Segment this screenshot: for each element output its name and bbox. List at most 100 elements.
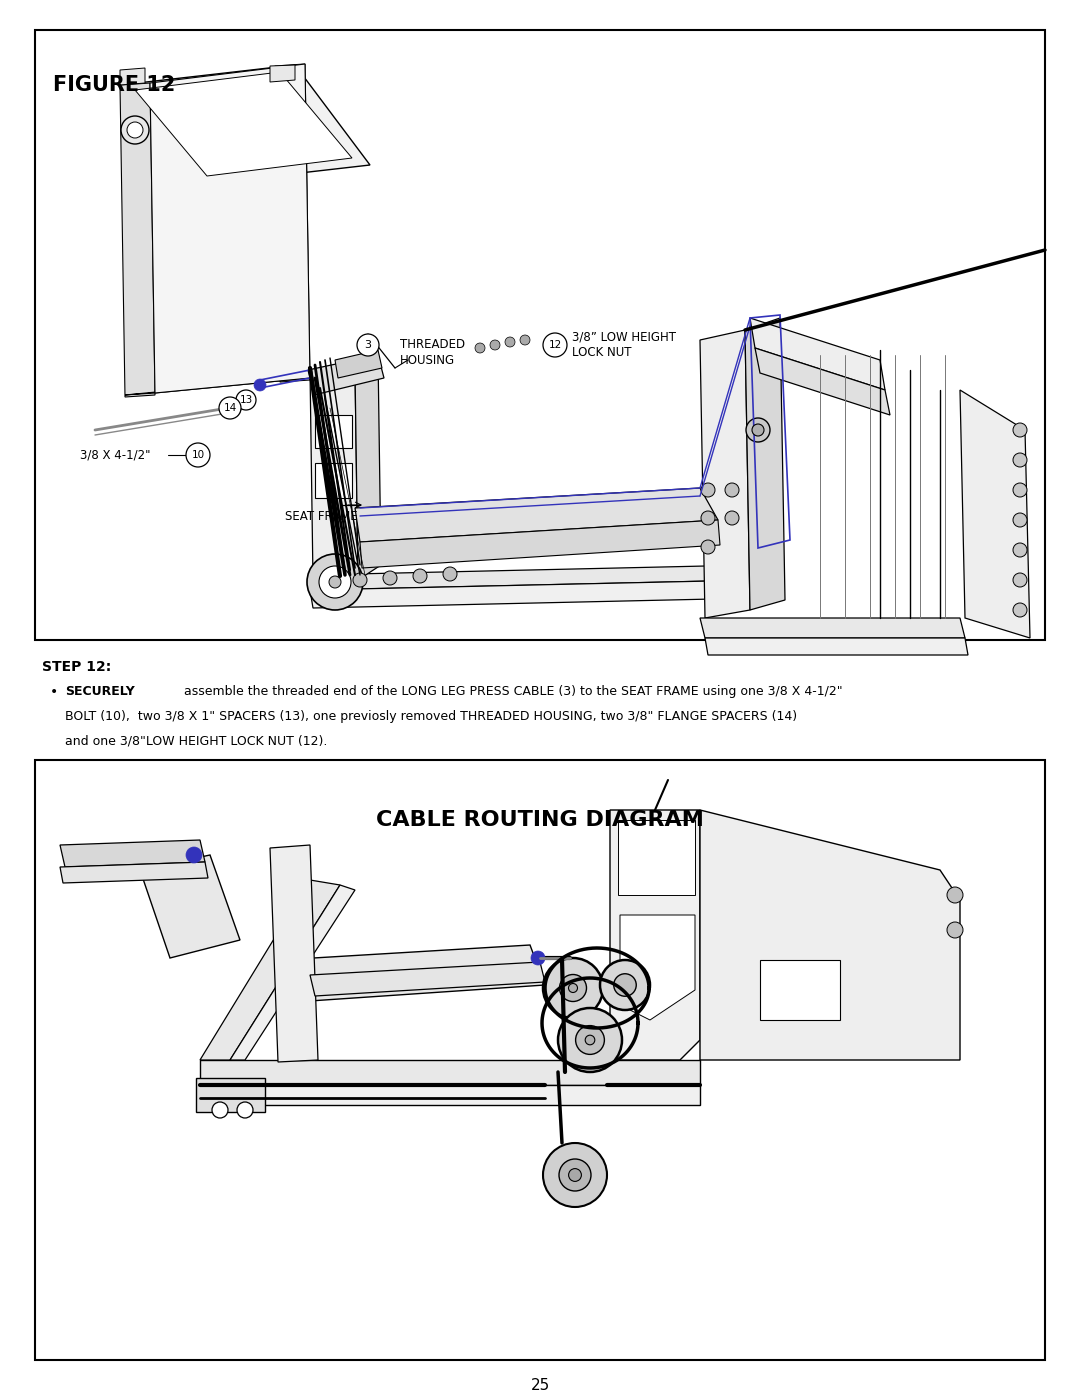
- Polygon shape: [755, 348, 890, 415]
- Polygon shape: [120, 66, 370, 184]
- Circle shape: [543, 1143, 607, 1207]
- Text: 10: 10: [191, 450, 204, 460]
- Text: and one 3/8"LOW HEIGHT LOCK NUT (12).: and one 3/8"LOW HEIGHT LOCK NUT (12).: [65, 735, 327, 747]
- Polygon shape: [610, 810, 700, 1060]
- Polygon shape: [150, 64, 310, 393]
- Circle shape: [186, 443, 210, 467]
- Circle shape: [531, 951, 545, 965]
- Text: THREADED
HOUSING: THREADED HOUSING: [400, 338, 465, 366]
- Polygon shape: [200, 1060, 700, 1085]
- Circle shape: [212, 1102, 228, 1118]
- Text: •: •: [50, 685, 58, 698]
- Circle shape: [559, 1160, 591, 1192]
- Polygon shape: [270, 66, 295, 82]
- Circle shape: [701, 541, 715, 555]
- Text: SECURELY: SECURELY: [65, 685, 135, 698]
- Circle shape: [752, 425, 764, 436]
- Polygon shape: [310, 370, 357, 580]
- Polygon shape: [700, 330, 750, 617]
- Circle shape: [443, 567, 457, 581]
- Polygon shape: [310, 580, 758, 608]
- Polygon shape: [700, 810, 960, 1060]
- Polygon shape: [200, 880, 340, 1060]
- Polygon shape: [60, 840, 205, 868]
- Circle shape: [357, 334, 379, 356]
- Circle shape: [329, 576, 341, 588]
- Polygon shape: [618, 820, 696, 895]
- Text: CABLE ROUTING DIAGRAM: CABLE ROUTING DIAGRAM: [376, 810, 704, 830]
- Bar: [35, 29, 1045, 640]
- Text: 25: 25: [530, 1377, 550, 1393]
- Circle shape: [613, 974, 636, 996]
- Circle shape: [543, 958, 603, 1018]
- Text: FIGURE 12: FIGURE 12: [53, 75, 175, 95]
- Circle shape: [505, 337, 515, 346]
- Circle shape: [947, 887, 963, 902]
- Text: 3: 3: [365, 339, 372, 351]
- Circle shape: [746, 418, 770, 441]
- Polygon shape: [355, 355, 381, 580]
- Text: assemble the threaded end of the LONG LEG PRESS CABLE (3) to the SEAT FRAME usin: assemble the threaded end of the LONG LE…: [180, 685, 842, 698]
- Circle shape: [543, 332, 567, 358]
- Circle shape: [725, 483, 739, 497]
- Polygon shape: [270, 845, 318, 1062]
- Circle shape: [585, 1035, 595, 1045]
- Polygon shape: [315, 415, 352, 448]
- Polygon shape: [745, 319, 785, 610]
- Circle shape: [127, 122, 143, 138]
- Polygon shape: [700, 617, 966, 638]
- Polygon shape: [125, 379, 310, 395]
- Circle shape: [558, 1009, 622, 1071]
- Text: 12: 12: [549, 339, 562, 351]
- Circle shape: [1013, 483, 1027, 497]
- Circle shape: [1013, 453, 1027, 467]
- Polygon shape: [60, 862, 208, 883]
- Circle shape: [186, 847, 202, 863]
- Polygon shape: [355, 488, 718, 542]
- Circle shape: [568, 983, 578, 992]
- Polygon shape: [230, 886, 355, 1060]
- Text: BOLT (10),  two 3/8 X 1" SPACERS (13), one previosly removed THREADED HOUSING, t: BOLT (10), two 3/8 X 1" SPACERS (13), on…: [65, 710, 797, 724]
- Polygon shape: [620, 915, 696, 1020]
- Circle shape: [559, 975, 586, 1002]
- Polygon shape: [760, 960, 840, 1020]
- Circle shape: [222, 400, 241, 416]
- Circle shape: [947, 922, 963, 937]
- Circle shape: [701, 511, 715, 525]
- Polygon shape: [120, 68, 145, 85]
- Circle shape: [319, 566, 351, 598]
- Circle shape: [237, 390, 256, 409]
- Circle shape: [353, 573, 367, 587]
- Circle shape: [413, 569, 427, 583]
- Polygon shape: [360, 520, 720, 569]
- Text: SEAT FRAME: SEAT FRAME: [285, 510, 357, 522]
- Circle shape: [519, 335, 530, 345]
- Circle shape: [701, 483, 715, 497]
- Polygon shape: [308, 355, 384, 395]
- Polygon shape: [140, 855, 240, 958]
- Polygon shape: [280, 944, 545, 1002]
- Polygon shape: [120, 82, 156, 397]
- Text: 14: 14: [224, 402, 237, 414]
- Polygon shape: [200, 1085, 700, 1105]
- Circle shape: [121, 116, 149, 144]
- Polygon shape: [310, 963, 545, 996]
- Circle shape: [490, 339, 500, 351]
- Polygon shape: [310, 564, 755, 590]
- Text: 3/8” LOW HEIGHT
LOCK NUT: 3/8” LOW HEIGHT LOCK NUT: [572, 331, 676, 359]
- Circle shape: [1013, 513, 1027, 527]
- Circle shape: [1013, 573, 1027, 587]
- Polygon shape: [195, 1078, 265, 1112]
- Circle shape: [475, 344, 485, 353]
- Polygon shape: [275, 64, 310, 381]
- Polygon shape: [960, 390, 1030, 638]
- Polygon shape: [135, 73, 352, 176]
- Circle shape: [254, 379, 266, 391]
- Polygon shape: [750, 319, 885, 390]
- Circle shape: [219, 397, 241, 419]
- Polygon shape: [315, 462, 352, 497]
- Circle shape: [576, 1025, 605, 1055]
- Polygon shape: [705, 638, 968, 655]
- Polygon shape: [335, 351, 382, 379]
- Circle shape: [568, 1169, 581, 1182]
